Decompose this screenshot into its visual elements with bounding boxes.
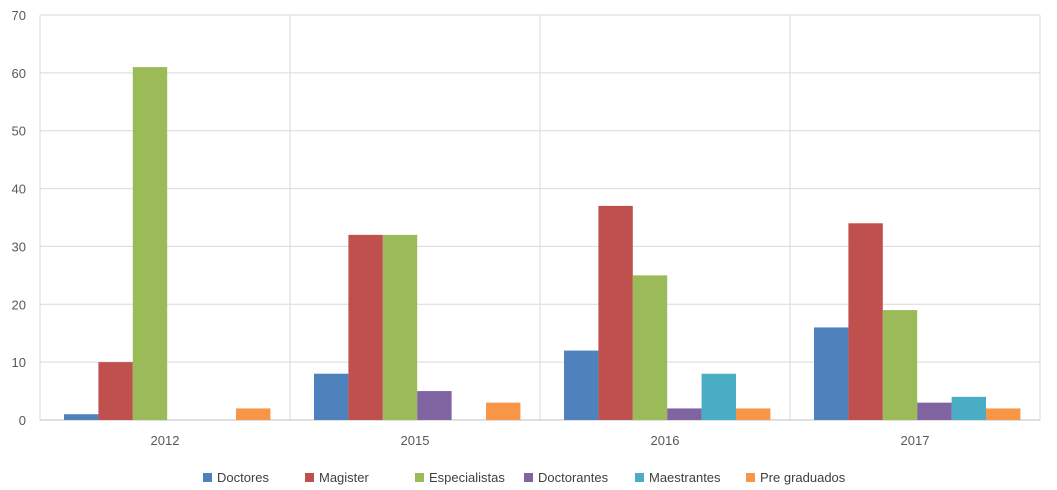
bar xyxy=(486,402,521,420)
legend-item: Doctores xyxy=(203,470,270,485)
bar xyxy=(64,414,99,420)
legend-item: Doctorantes xyxy=(524,470,609,485)
bar xyxy=(598,205,633,420)
legend-label: Doctores xyxy=(217,470,270,485)
bar xyxy=(667,408,702,420)
legend-label: Pre graduados xyxy=(760,470,846,485)
legend-label: Magister xyxy=(319,470,370,485)
x-tick-label: 2017 xyxy=(901,433,930,448)
bar xyxy=(564,350,599,420)
y-tick-label: 30 xyxy=(12,239,26,254)
bar xyxy=(736,408,771,420)
bar xyxy=(132,67,168,421)
legend-item: Maestrantes xyxy=(635,470,721,485)
x-tick-label: 2015 xyxy=(401,433,430,448)
bar xyxy=(814,327,849,420)
bar xyxy=(98,362,133,420)
legend-swatch xyxy=(415,473,424,482)
legend-item: Especialistas xyxy=(415,470,505,485)
x-tick-label: 2016 xyxy=(651,433,680,448)
bar xyxy=(917,402,952,420)
legend-label: Maestrantes xyxy=(649,470,721,485)
bar xyxy=(632,275,668,420)
y-tick-label: 50 xyxy=(12,124,26,139)
legend-item: Magister xyxy=(305,470,370,485)
legend-swatch xyxy=(746,473,755,482)
y-tick-label: 40 xyxy=(12,182,26,197)
bar xyxy=(348,234,383,420)
legend-label: Especialistas xyxy=(429,470,505,485)
y-tick-label: 10 xyxy=(12,355,26,370)
bar xyxy=(951,396,986,420)
bar xyxy=(701,373,736,420)
y-axis-tick-labels: 0 10 20 30 40 50 60 70 xyxy=(12,8,26,428)
legend-swatch xyxy=(524,473,533,482)
y-tick-label: 60 xyxy=(12,66,26,81)
bar xyxy=(417,391,452,420)
x-tick-label: 2012 xyxy=(151,433,180,448)
legend-item: Pre graduados xyxy=(746,470,846,485)
legend: Doctores Magister Especialistas Doctorantes… xyxy=(203,470,846,485)
bars xyxy=(64,67,1021,421)
bar xyxy=(382,234,418,420)
bar xyxy=(848,223,883,420)
legend-swatch xyxy=(305,473,314,482)
legend-swatch xyxy=(203,473,212,482)
y-tick-label: 70 xyxy=(12,8,26,23)
legend-swatch xyxy=(635,473,644,482)
bar xyxy=(236,408,271,420)
y-tick-label: 20 xyxy=(12,297,26,312)
x-axis-tick-labels: 2012 2015 2016 2017 xyxy=(151,433,930,448)
bar xyxy=(882,310,918,420)
y-tick-label: 0 xyxy=(19,413,26,428)
bar xyxy=(986,408,1021,420)
bar xyxy=(314,373,349,420)
legend-label: Doctorantes xyxy=(538,470,609,485)
